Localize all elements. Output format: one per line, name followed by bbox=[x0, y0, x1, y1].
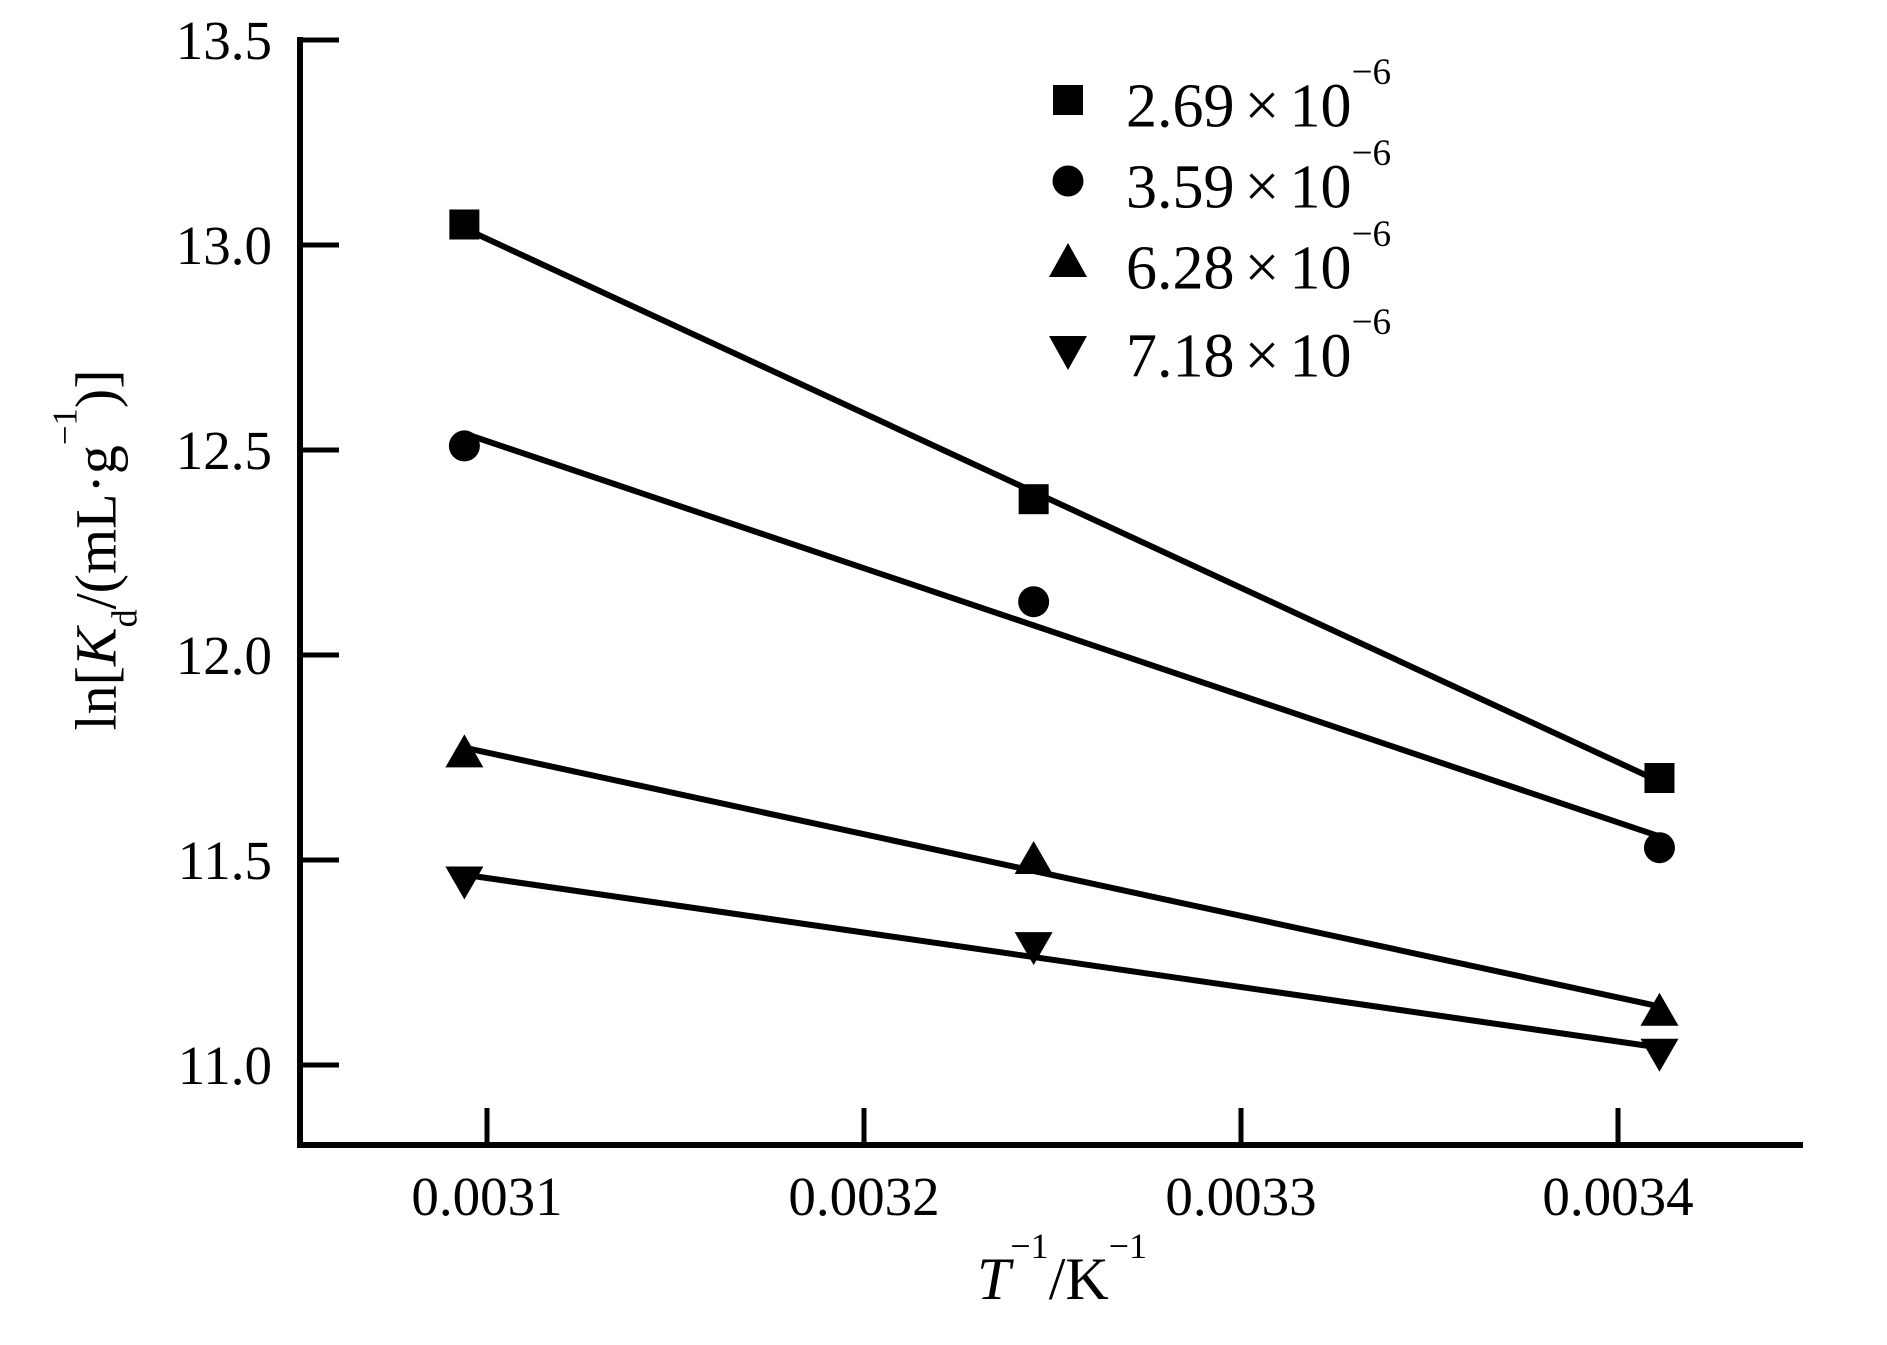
legend-label-part: −6 bbox=[1351, 133, 1392, 175]
data-point-series-0 bbox=[1018, 484, 1049, 515]
x-axis-label-exponent1: −1 bbox=[1010, 1226, 1049, 1267]
y-axis-label-subscript: d bbox=[104, 609, 145, 628]
legend-marker-triangle-up-icon bbox=[1049, 243, 1087, 277]
legend-label: 3.59 × 10−6 bbox=[1126, 133, 1391, 218]
y-tick-label: 13.0 bbox=[176, 215, 272, 276]
legend-label-part: 10 bbox=[1289, 234, 1352, 303]
circle-marker-shape bbox=[1052, 165, 1084, 197]
data-point-series-0 bbox=[449, 209, 480, 240]
legend-marker-square-icon bbox=[1053, 85, 1083, 115]
data-point-series-1 bbox=[448, 430, 480, 462]
legend-label-part: −6 bbox=[1351, 302, 1392, 344]
data-point-series-0 bbox=[1644, 763, 1675, 793]
legend-label-part: × bbox=[1244, 234, 1280, 303]
legend-label-part: −6 bbox=[1351, 52, 1392, 94]
legend-label-part: × bbox=[1244, 153, 1280, 222]
fit-line-series-1 bbox=[463, 430, 1661, 840]
x-axis-label-exponent2: −1 bbox=[1108, 1226, 1147, 1267]
y-tick-label: 12.5 bbox=[176, 420, 272, 481]
y-axis-label-exponent: −1 bbox=[45, 408, 85, 446]
x-tick-label: 0.0033 bbox=[1165, 1166, 1316, 1227]
x-tick-label: 0.0031 bbox=[411, 1166, 562, 1227]
y-tick-label: 13.5 bbox=[176, 10, 272, 71]
x-axis-label: T−1/K−1 bbox=[977, 1226, 1147, 1314]
legend-marker-circle-icon bbox=[1052, 165, 1084, 197]
legend-label-part: × bbox=[1244, 72, 1280, 141]
triangle-down-marker-shape bbox=[1049, 336, 1087, 370]
legend-label-part: 10 bbox=[1289, 153, 1352, 222]
legend-item: 7.18 × 10−6 bbox=[1046, 302, 1391, 387]
data-point-series-2 bbox=[445, 734, 484, 768]
legend-label: 7.18 × 10−6 bbox=[1126, 302, 1391, 387]
x-axis-label-units: /K bbox=[1048, 1246, 1109, 1312]
y-axis-label-close: )] bbox=[63, 369, 129, 409]
x-tick-label: 0.0034 bbox=[1542, 1166, 1693, 1227]
legend-marker-triangle-down-icon bbox=[1049, 336, 1087, 370]
fit-line-series-2 bbox=[463, 744, 1661, 1010]
x-tick-label: 0.0032 bbox=[788, 1166, 939, 1227]
triangle-up-marker-shape bbox=[1049, 243, 1087, 277]
y-tick-label: 11.0 bbox=[178, 1035, 272, 1096]
square-marker-shape bbox=[1053, 85, 1083, 115]
legend-item: 3.59 × 10−6 bbox=[1046, 133, 1391, 218]
y-axis-label-units: /(mL·g bbox=[63, 445, 129, 610]
data-point-series-3 bbox=[445, 866, 484, 900]
data-point-series-2 bbox=[1014, 841, 1053, 874]
y-axis-label: ln[Kd/(mL·g−1)] bbox=[45, 369, 144, 731]
legend-label-part: 10 bbox=[1289, 322, 1352, 391]
legend-label: 2.69 × 10−6 bbox=[1126, 52, 1391, 137]
y-tick-label: 12.0 bbox=[176, 625, 272, 686]
legend-label: 6.28 × 10−6 bbox=[1126, 214, 1391, 299]
legend-label-part: × bbox=[1244, 322, 1280, 391]
legend-item: 6.28 × 10−6 bbox=[1046, 214, 1391, 299]
data-point-series-3 bbox=[1014, 932, 1053, 966]
fit-line-series-3 bbox=[463, 871, 1660, 1051]
y-axis-label-symbol: K bbox=[63, 627, 129, 667]
y-tick-label: 11.5 bbox=[178, 830, 272, 891]
legend-label-part: −6 bbox=[1351, 214, 1392, 256]
legend-label-part: 6.28 bbox=[1126, 234, 1235, 303]
legend-label-part: 10 bbox=[1289, 72, 1352, 141]
data-point-series-1 bbox=[1643, 832, 1675, 864]
y-axis-label-text: ln[ bbox=[63, 666, 129, 731]
legend-label-part: 2.69 bbox=[1126, 72, 1235, 141]
x-axis-label-symbol: T bbox=[977, 1246, 1011, 1312]
legend-label-part: 7.18 bbox=[1126, 322, 1235, 391]
data-point-series-3 bbox=[1640, 1038, 1679, 1072]
data-point-series-1 bbox=[1018, 586, 1050, 618]
legend-label-part: 3.59 bbox=[1126, 153, 1235, 222]
fit-line-series-0 bbox=[463, 225, 1661, 785]
data-point-series-2 bbox=[1640, 992, 1679, 1026]
legend-item: 2.69 × 10−6 bbox=[1046, 52, 1391, 137]
